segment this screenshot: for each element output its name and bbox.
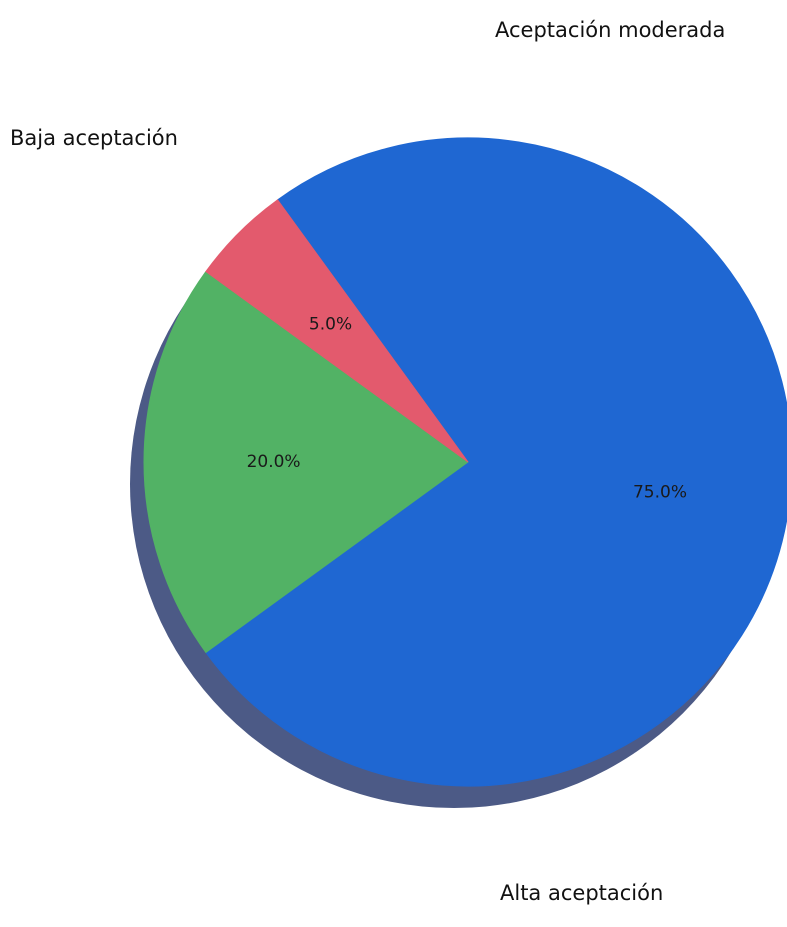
pie-slice-baja-aceptacion	[205, 199, 469, 463]
pie-percent-label: 5.0%	[309, 315, 352, 335]
pie-category-label: Aceptación moderada	[495, 18, 725, 42]
pie-slice-alta-aceptacion	[205, 137, 787, 787]
pie-labels: 75.0% Alta aceptación 20.0% Aceptación mode…	[10, 18, 725, 905]
pie-percent-label: 20.0%	[247, 452, 301, 472]
pie-category-label: Baja aceptación	[10, 126, 178, 150]
pie-category-label: Alta aceptación	[500, 881, 663, 905]
pie-slices	[143, 137, 787, 787]
pie-percent-label: 75.0%	[633, 482, 687, 502]
pie-slice-aceptacion-moderada	[143, 270, 469, 654]
